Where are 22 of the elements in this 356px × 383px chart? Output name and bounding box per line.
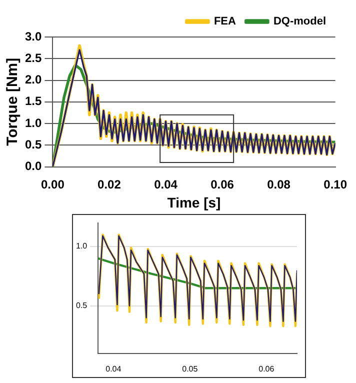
x-axis-title: Time [s] — [167, 194, 221, 210]
legend-label: FEA — [214, 16, 236, 28]
y-tick-label: 0.0 — [24, 159, 42, 174]
x-tick-label: 0.04 — [154, 177, 178, 192]
x-tick-label: 0.05 — [182, 364, 198, 374]
y-axis-title: Torque [Nm] — [4, 58, 22, 146]
y-tick-label: 0.5 — [76, 301, 88, 310]
y-tick-label: 1.5 — [24, 94, 42, 108]
y-tick-label: 0.5 — [24, 137, 42, 152]
y-tick-label: 2.5 — [24, 50, 42, 65]
x-tick-label: 0.08 — [267, 177, 291, 192]
x-tick-label: 0.10 — [324, 177, 348, 192]
y-tick-label: 2.0 — [24, 72, 42, 87]
y-tick-label: 3.0 — [24, 29, 42, 44]
legend-label: DQ-model — [273, 16, 326, 28]
y-tick-label: 1.0 — [76, 242, 88, 251]
x-tick-label: 0.00 — [41, 177, 65, 192]
y-tick-label: 1.0 — [24, 116, 42, 130]
x-tick-label: 0.02 — [98, 177, 122, 192]
x-tick-label: 0.06 — [258, 364, 275, 374]
x-tick-label: 0.06 — [210, 177, 234, 192]
x-tick-label: 0.04 — [106, 364, 122, 374]
